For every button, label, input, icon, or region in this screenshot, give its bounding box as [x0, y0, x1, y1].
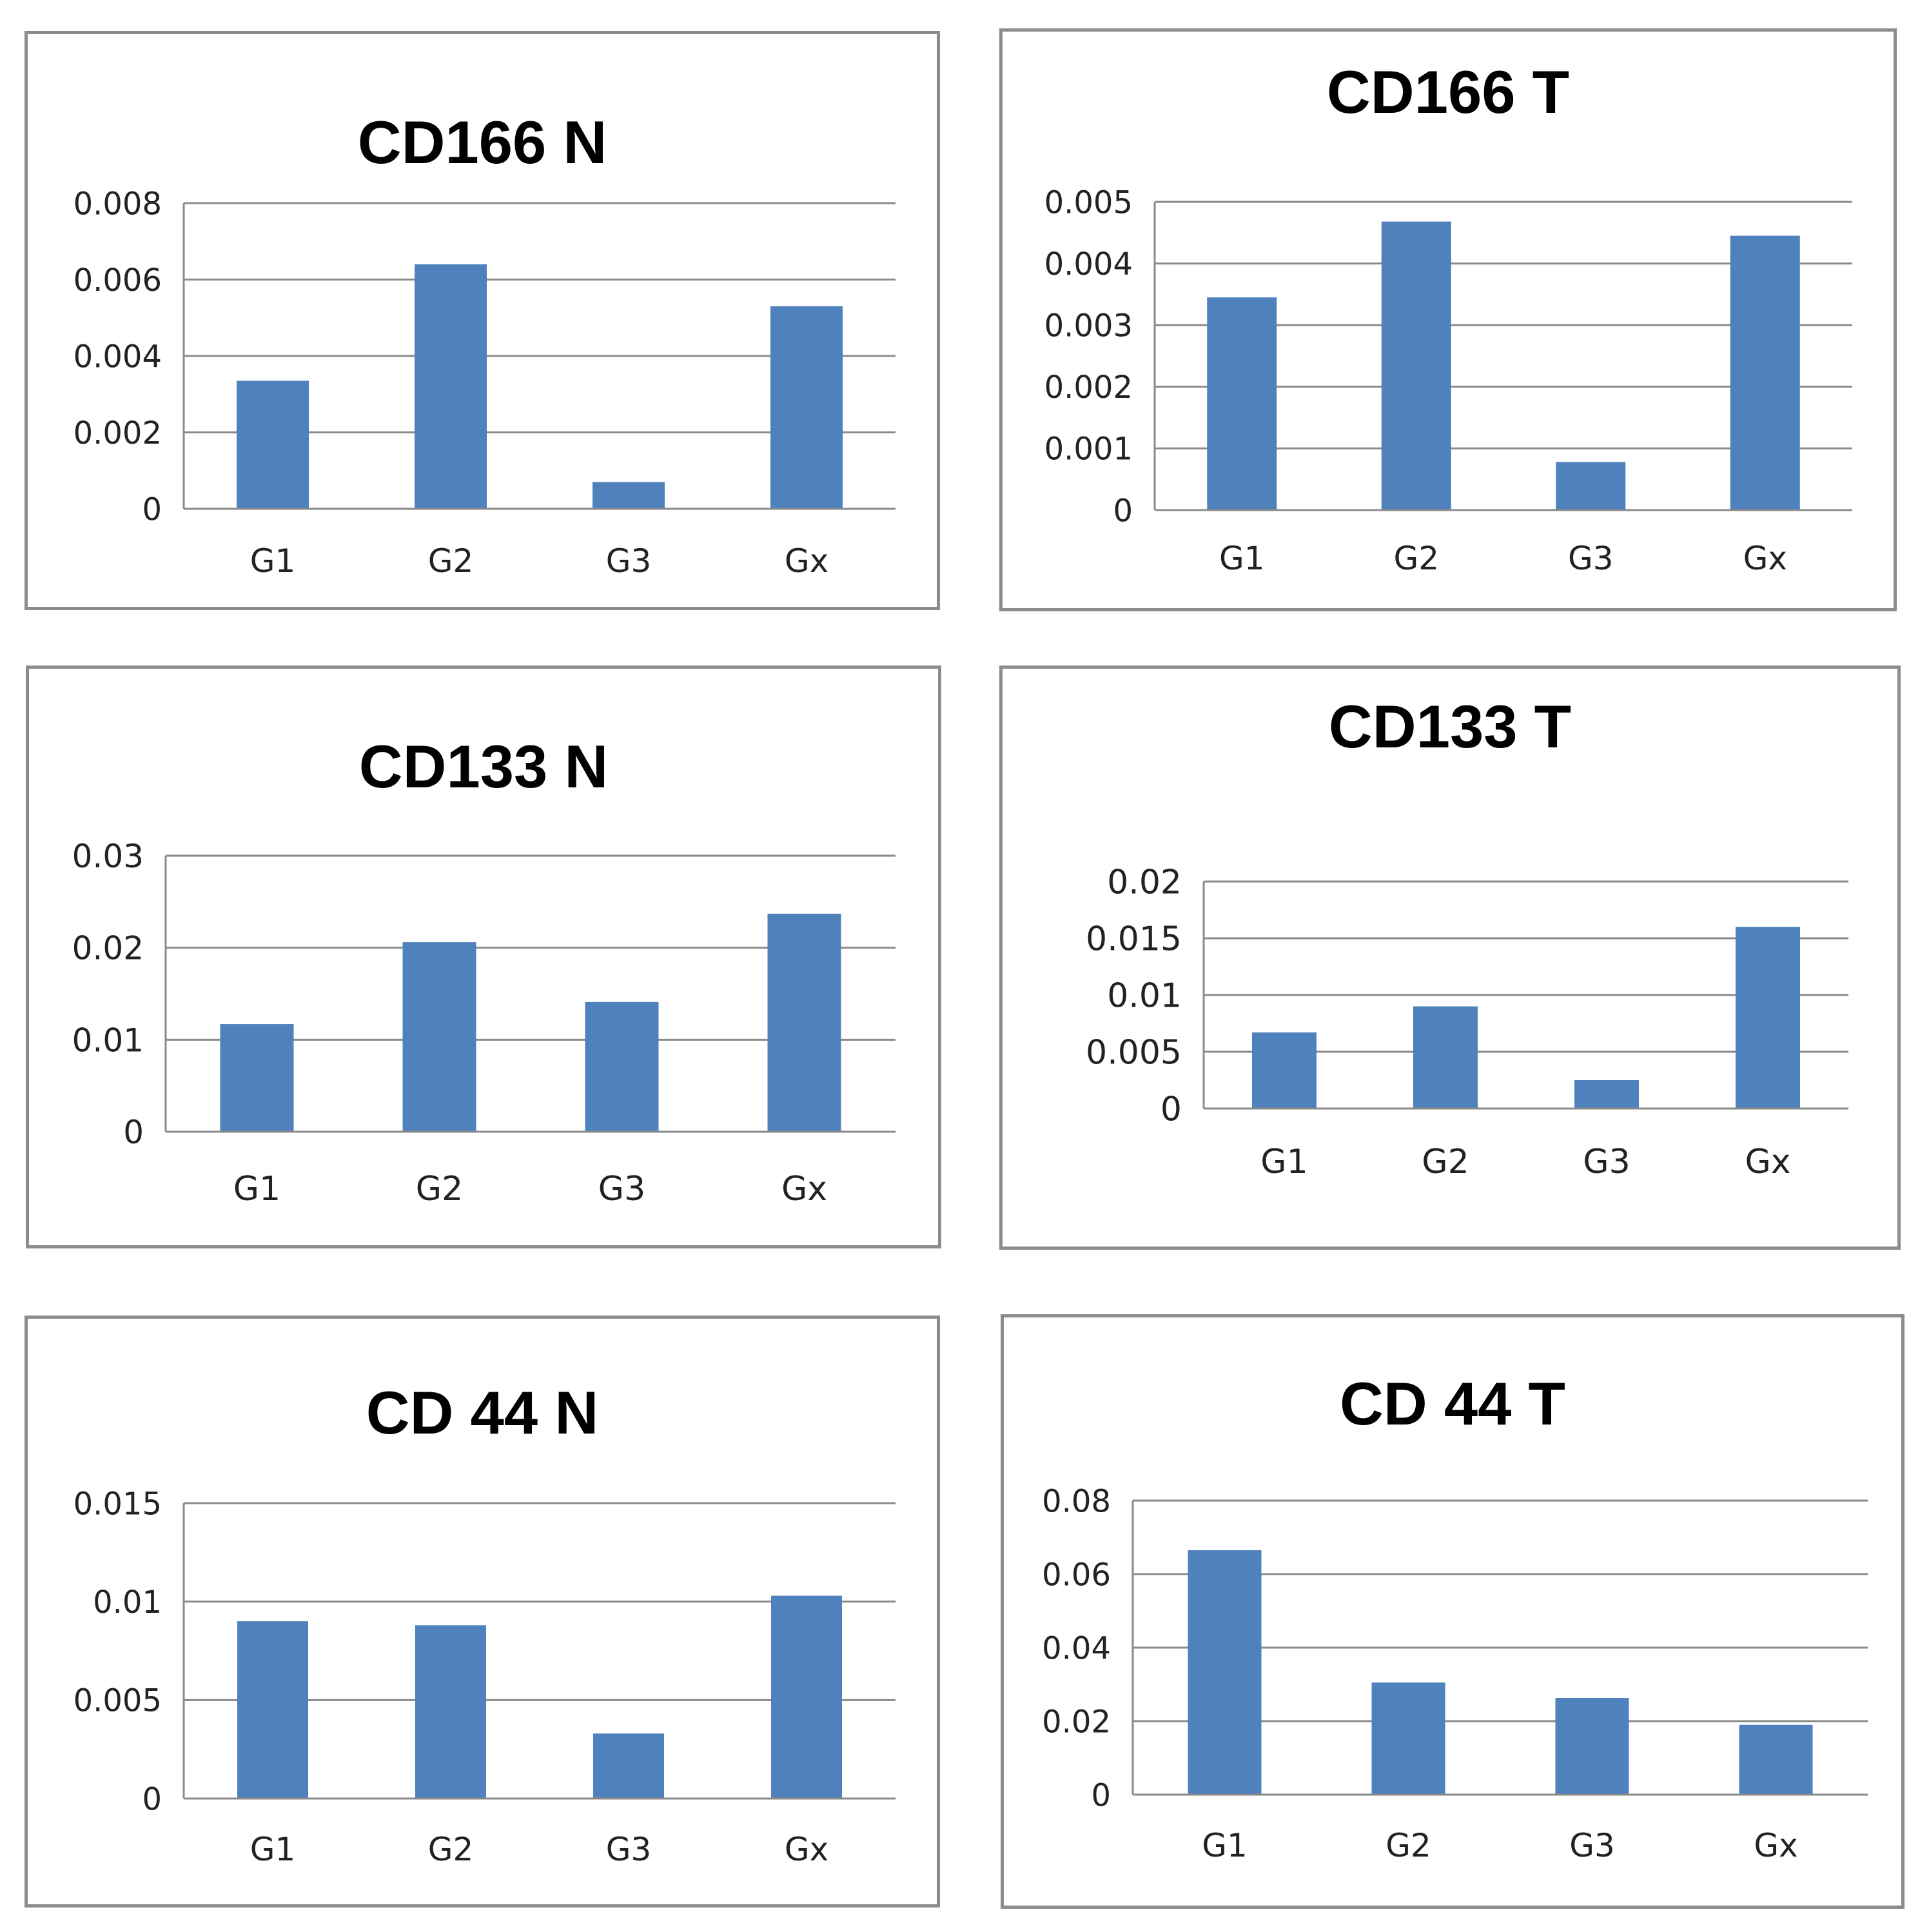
- chart-title: CD 44 N: [366, 1379, 598, 1446]
- y-tick-label: 0.08: [1042, 1483, 1111, 1519]
- chart-title: CD 44 T: [1340, 1370, 1565, 1437]
- bar-gx: [767, 913, 841, 1132]
- bar-g2: [415, 264, 487, 509]
- bar-gx: [1730, 235, 1800, 510]
- chart-panel-cd133-n: CD133 N 0 0.01 0.02 0.03 G1 G2 G3 Gx: [26, 665, 941, 1248]
- bar-g3: [585, 1001, 659, 1132]
- y-tick-label: 0.03: [72, 838, 144, 875]
- chart-cd133-t: CD133 T 0 0.005 0.01 0.015 0.02 G1 G2 G3 Gx: [1086, 693, 1848, 1181]
- y-tick-label: 0.02: [72, 930, 144, 967]
- bar-gx: [770, 306, 843, 509]
- bar-g1: [1252, 1032, 1317, 1109]
- y-tick-label: 0.002: [73, 415, 162, 451]
- chart-panel-cd133-t: CD133 T 0 0.005 0.01 0.015 0.02 G1 G2 G3 Gx: [999, 665, 1901, 1250]
- y-tick-label: 0.008: [73, 186, 162, 222]
- chart-title: CD133 T: [1329, 693, 1571, 760]
- y-tick-label: 0: [1091, 1777, 1111, 1813]
- y-tick-label: 0.01: [1107, 977, 1182, 1016]
- y-tick-label: 0.005: [1044, 184, 1133, 221]
- x-tick-label: G1: [1260, 1143, 1307, 1181]
- bar-g3: [592, 482, 665, 509]
- chart-cd44-t: CD 44 T 0 0.02 0.04 0.06 0.08 G1 G2 G3 Gx: [1042, 1370, 1868, 1864]
- x-tick-label: Gx: [781, 1170, 827, 1208]
- bar-gx: [1736, 927, 1800, 1109]
- y-tick-label: 0: [142, 1781, 162, 1817]
- x-tick-label: G1: [1202, 1827, 1248, 1864]
- chart-title: CD166 N: [358, 108, 607, 176]
- bar-g3: [1555, 1698, 1629, 1795]
- y-tick-label: 0: [142, 491, 162, 527]
- bar-g2: [1413, 1006, 1478, 1109]
- x-tick-label: G3: [1583, 1143, 1630, 1181]
- chart-title: CD166 T: [1327, 58, 1569, 126]
- chart-cd166-n: CD166 N 0 0.002 0.004 0.006 0.008 G1 G2 G3 Gx: [73, 108, 896, 580]
- bar-g1: [1207, 297, 1277, 510]
- bar-g1: [237, 1621, 308, 1799]
- x-tick-label: G2: [428, 542, 474, 580]
- x-tick-label: G3: [606, 542, 652, 580]
- y-tick-label: 0: [123, 1114, 144, 1151]
- x-tick-label: G1: [233, 1170, 280, 1208]
- x-tick-label: G3: [1568, 540, 1614, 577]
- x-tick-label: G1: [1219, 540, 1265, 577]
- y-tick-label: 0.02: [1107, 863, 1182, 902]
- bar-g3: [593, 1733, 664, 1799]
- bar-g3: [1574, 1080, 1639, 1109]
- x-tick-label: Gx: [785, 1831, 828, 1868]
- y-tick-label: 0.006: [73, 262, 162, 299]
- bar-g2: [1371, 1682, 1445, 1795]
- y-tick-label: 0.005: [1086, 1034, 1182, 1072]
- bar-g2: [402, 942, 476, 1132]
- bar-g1: [1188, 1550, 1262, 1795]
- y-tick-label: 0.002: [1044, 370, 1133, 406]
- x-tick-label: G2: [416, 1170, 463, 1208]
- y-tick-label: 0.015: [1086, 920, 1182, 959]
- y-tick-label: 0.005: [73, 1683, 162, 1719]
- y-tick-label: 0.015: [73, 1486, 162, 1522]
- x-tick-label: G3: [598, 1170, 645, 1208]
- chart-panel-cd44-n: CD 44 N 0 0.005 0.01 0.015 G1 G2 G3 Gx: [24, 1316, 940, 1907]
- bar-gx: [1739, 1724, 1813, 1795]
- y-tick-label: 0.004: [1044, 246, 1133, 282]
- y-tick-label: 0.001: [1044, 431, 1133, 468]
- x-tick-label: G2: [1393, 540, 1439, 577]
- x-tick-label: G1: [250, 542, 296, 580]
- bar-gx: [771, 1595, 842, 1799]
- y-tick-label: 0.06: [1042, 1557, 1111, 1593]
- x-tick-label: Gx: [1745, 1143, 1790, 1181]
- chart-cd133-n: CD133 N 0 0.01 0.02 0.03 G1 G2 G3 Gx: [72, 733, 896, 1208]
- y-tick-label: 0.003: [1044, 308, 1133, 344]
- y-tick-label: 0: [1160, 1090, 1182, 1129]
- chart-panel-cd166-t: CD166 T 0 0.001 0.002 0.003 0.004 0.005 G1 G2 G3 G…: [999, 28, 1897, 611]
- y-tick-label: 0.01: [93, 1584, 162, 1621]
- chart-title: CD133 N: [359, 733, 609, 800]
- y-tick-label: 0.01: [72, 1021, 144, 1059]
- bar-g3: [1556, 462, 1626, 510]
- y-tick-label: 0.004: [73, 339, 162, 375]
- x-tick-label: Gx: [1754, 1827, 1797, 1864]
- chart-panel-cd44-t: CD 44 T 0 0.02 0.04 0.06 0.08 G1 G2 G3 Gx: [1001, 1314, 1905, 1909]
- bar-g2: [1381, 221, 1451, 510]
- x-tick-label: G3: [1569, 1827, 1615, 1864]
- bar-g2: [415, 1625, 486, 1799]
- bar-g1: [237, 380, 309, 509]
- x-tick-label: Gx: [785, 542, 828, 580]
- chart-cd166-t: CD166 T 0 0.001 0.002 0.003 0.004 0.005 G1 G2 G3 G…: [1044, 58, 1852, 577]
- chart-cd44-n: CD 44 N 0 0.005 0.01 0.015 G1 G2 G3 Gx: [73, 1379, 896, 1868]
- x-tick-label: G3: [606, 1831, 652, 1868]
- x-tick-label: G2: [428, 1831, 474, 1868]
- bar-g1: [220, 1024, 294, 1132]
- y-tick-label: 0: [1113, 493, 1133, 529]
- x-tick-label: G2: [1386, 1827, 1431, 1864]
- x-tick-label: G1: [250, 1831, 296, 1868]
- y-tick-label: 0.02: [1042, 1704, 1111, 1740]
- y-tick-label: 0.04: [1042, 1630, 1111, 1666]
- x-tick-label: Gx: [1743, 540, 1787, 577]
- chart-panel-cd166-n: CD166 N 0 0.002 0.004 0.006 0.008 G1 G2 G3 Gx: [24, 31, 940, 610]
- x-tick-label: G2: [1422, 1143, 1469, 1181]
